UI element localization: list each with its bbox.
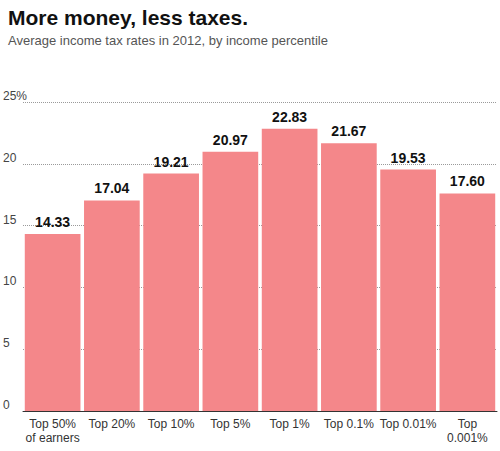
svg-text:19.21: 19.21 [154, 154, 189, 170]
svg-text:17.60: 17.60 [450, 173, 485, 189]
svg-text:19.53: 19.53 [391, 150, 426, 166]
svg-text:Top 1%: Top 1% [270, 417, 310, 431]
svg-text:Top 50%: Top 50% [29, 417, 76, 431]
svg-text:10: 10 [3, 274, 17, 288]
svg-text:Top 10%: Top 10% [148, 417, 195, 431]
svg-text:Top 0.1%: Top 0.1% [324, 417, 374, 431]
svg-text:5: 5 [3, 336, 10, 350]
svg-text:Average income tax rates in 20: Average income tax rates in 2012, by inc… [8, 33, 328, 48]
svg-text:14.33: 14.33 [35, 214, 70, 230]
svg-text:17.04: 17.04 [94, 180, 129, 196]
svg-text:21.67: 21.67 [331, 123, 366, 139]
svg-text:0: 0 [3, 398, 10, 412]
svg-text:15: 15 [3, 213, 17, 227]
svg-text:0.001%: 0.001% [447, 431, 488, 445]
svg-text:Top: Top [458, 417, 478, 431]
svg-text:Top 5%: Top 5% [210, 417, 250, 431]
svg-text:25%: 25% [3, 89, 27, 103]
svg-text:22.83: 22.83 [272, 109, 307, 125]
svg-text:20.97: 20.97 [213, 132, 248, 148]
svg-text:of earners: of earners [26, 431, 80, 445]
svg-text:Top 0.01%: Top 0.01% [380, 417, 437, 431]
svg-text:More money, less taxes.: More money, less taxes. [8, 6, 248, 29]
svg-text:Top 20%: Top 20% [89, 417, 136, 431]
svg-text:20: 20 [3, 151, 17, 165]
